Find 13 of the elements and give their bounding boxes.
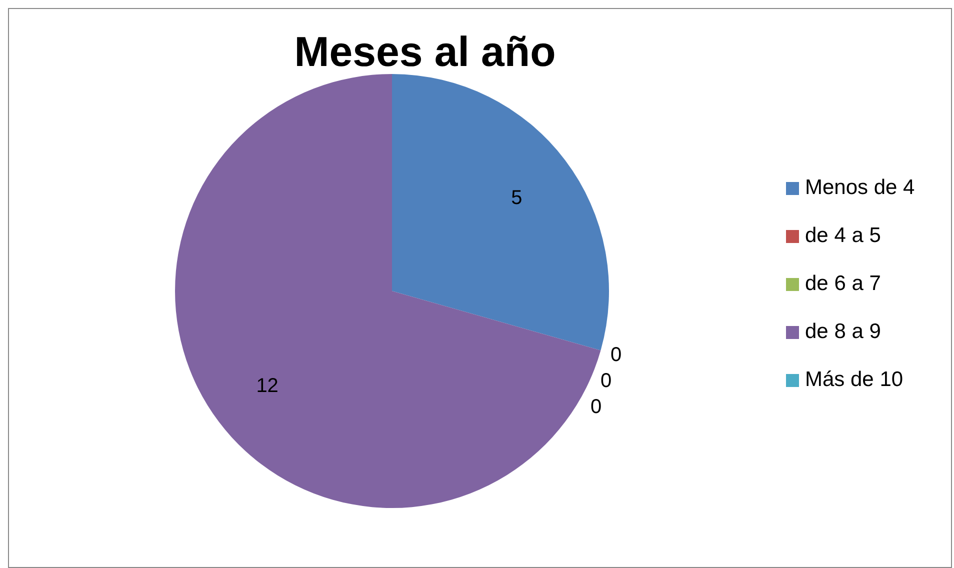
- legend-label: de 6 a 7: [805, 272, 881, 295]
- pie-slice: [392, 74, 609, 350]
- data-label: 12: [256, 375, 278, 398]
- text: 0: [600, 370, 612, 392]
- text: 0: [610, 344, 622, 366]
- data-label: 5: [511, 186, 522, 209]
- chart-title: Meses al año: [294, 28, 556, 75]
- legend-label: Menos de 4: [805, 176, 916, 199]
- legend-label: Más de 10: [805, 368, 904, 391]
- pie-slice: [175, 74, 601, 508]
- legend-label: de 8 a 9: [805, 320, 881, 343]
- text: 0: [590, 396, 602, 418]
- legend-label: de 4 a 5: [805, 224, 881, 247]
